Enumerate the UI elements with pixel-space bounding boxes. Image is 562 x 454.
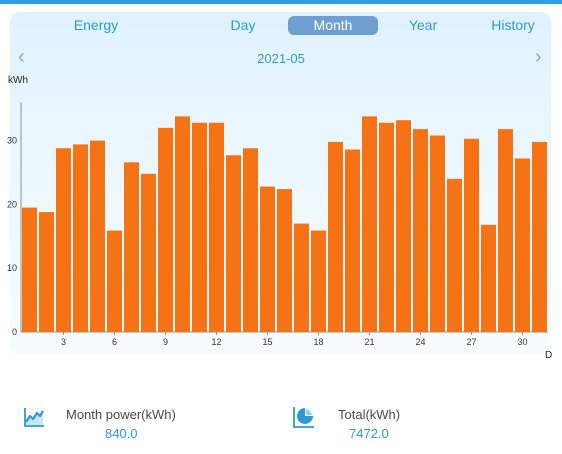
bar-day-22 [379,122,394,333]
bar-day-16 [277,189,292,332]
bar-day-31 [532,141,547,332]
bar-day-8 [141,173,156,332]
bar-day-1 [22,207,37,332]
bar-day-12 [209,122,224,333]
chevron-right-icon[interactable]: › [535,46,542,68]
tab-energy[interactable]: Energy [73,17,119,33]
period-label: 2021-05 [257,51,305,66]
bar-day-10 [175,116,190,332]
bar-day-2 [39,212,54,332]
x-tick-label: 15 [262,337,272,347]
x-tick-label: 12 [211,337,221,347]
x-tick-label: 21 [364,337,374,347]
y-tick-label: 20 [7,199,17,209]
y-tick-label: 30 [7,136,17,146]
y-tick-label: 0 [12,327,17,337]
top-accent-bar [0,0,562,4]
bar-day-25 [430,135,445,332]
chevron-left-icon[interactable]: ‹ [18,46,25,68]
x-tick-label: 30 [517,337,527,347]
month-power-label: Month power(kWh) [66,407,176,422]
bar-day-9 [158,127,173,332]
x-tick-label: 27 [466,337,476,347]
bar-day-19 [328,141,343,332]
total-value: 7472.0 [349,426,389,441]
bar-day-18 [311,230,326,332]
month-power-value: 840.0 [105,426,138,441]
bar-day-11 [192,122,207,333]
bar-day-23 [396,120,411,333]
bar-day-3 [56,148,71,332]
bar-day-17 [294,223,309,332]
tab-history[interactable]: History [491,17,535,33]
x-tick-label: 6 [112,337,117,347]
bar-day-13 [226,155,241,332]
bar-day-20 [345,149,360,332]
x-tick-label: 3 [61,337,66,347]
bar-day-29 [498,129,513,332]
tab-month[interactable]: Month [288,16,378,35]
bar-day-27 [464,138,479,332]
bar-day-30 [515,158,530,332]
bar-day-24 [413,129,428,332]
x-axis-unit-label: D [545,350,553,361]
bar-day-15 [260,186,275,332]
line-chart-icon [24,408,44,427]
bar-day-4 [73,144,88,332]
pie-chart-icon [293,407,314,428]
bar-day-6 [107,230,122,332]
bar-day-5 [90,140,105,332]
y-axis-unit-label: kWh [8,75,28,86]
x-tick-label: 24 [415,337,425,347]
y-tick-label: 10 [7,263,17,273]
bar-day-21 [362,116,377,332]
total-label: Total(kWh) [338,407,401,422]
tab-day[interactable]: Day [230,17,256,33]
tab-year[interactable]: Year [408,17,438,33]
bar-day-28 [481,224,496,332]
bar-day-26 [447,178,462,332]
bar-day-14 [243,148,258,332]
x-tick-label: 9 [163,337,168,347]
bar-day-7 [124,162,139,332]
x-tick-label: 18 [313,337,323,347]
